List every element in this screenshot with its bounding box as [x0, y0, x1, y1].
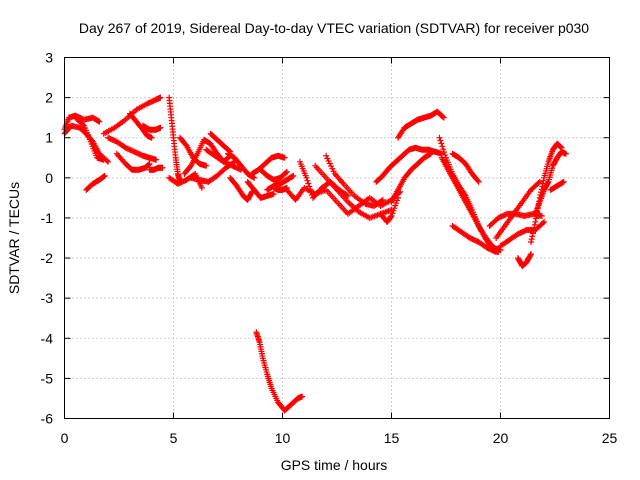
- data-point: [529, 230, 536, 237]
- x-tick-label: 15: [384, 430, 400, 446]
- x-tick-label: 25: [602, 430, 618, 446]
- data-point: [530, 227, 537, 234]
- y-tick-label: -6: [41, 411, 54, 427]
- data-point: [560, 178, 567, 185]
- data-point: [290, 172, 297, 179]
- data-point: [540, 177, 547, 184]
- data-point: [562, 150, 569, 157]
- data-point: [527, 252, 534, 259]
- data-point: [439, 113, 446, 120]
- y-tick-label: -5: [41, 370, 54, 386]
- data-point: [248, 190, 255, 197]
- data-point: [379, 196, 386, 203]
- data-point: [531, 224, 538, 231]
- data-point: [436, 134, 443, 141]
- data-point: [282, 169, 289, 176]
- data-point: [528, 236, 535, 243]
- data-point: [536, 178, 543, 185]
- data-point: [306, 183, 313, 190]
- data-point: [441, 149, 448, 156]
- data-point: [531, 221, 538, 228]
- grid: [64, 57, 610, 419]
- x-axis-label: GPS time / hours: [281, 457, 388, 473]
- data-point: [159, 164, 166, 171]
- data-point: [440, 114, 447, 121]
- data-point: [344, 192, 351, 199]
- data-point: [79, 121, 86, 128]
- data-point: [105, 158, 112, 165]
- data-point: [439, 143, 446, 150]
- data-point: [528, 239, 535, 246]
- data-point: [299, 393, 306, 400]
- data-point: [203, 162, 210, 169]
- data-point: [96, 118, 103, 125]
- data-point: [387, 213, 394, 220]
- y-tick-label: -4: [41, 330, 54, 346]
- data-point: [307, 186, 314, 193]
- data-point: [541, 218, 548, 225]
- y-tick-label: 2: [45, 90, 53, 106]
- data-point: [305, 180, 312, 187]
- y-axis-label: SDTVAR / TECUs: [6, 182, 22, 294]
- data-point: [270, 190, 277, 197]
- data-point: [308, 189, 315, 196]
- data-point: [198, 184, 205, 191]
- y-tick-label: -1: [41, 210, 54, 226]
- y-tick-label: -3: [41, 290, 54, 306]
- y-tick-label: 3: [45, 50, 53, 66]
- data-point: [157, 124, 164, 131]
- data-point: [539, 220, 546, 227]
- x-tick-label: 20: [493, 430, 509, 446]
- y-tick-label: -2: [41, 250, 54, 266]
- data-point: [157, 94, 164, 101]
- data-point: [533, 215, 540, 222]
- data-point: [442, 151, 449, 158]
- chart-title: Day 267 of 2019, Sidereal Day-to-day VTE…: [79, 20, 589, 36]
- data-point: [251, 174, 258, 181]
- data-point: [437, 137, 444, 144]
- data-point: [493, 249, 500, 256]
- data-points: [61, 94, 569, 414]
- data-point: [440, 146, 447, 153]
- data-point: [304, 177, 311, 184]
- data-point: [283, 168, 290, 175]
- plot-frame: [64, 57, 610, 419]
- data-point: [544, 179, 551, 186]
- y-tick-label: 0: [45, 170, 53, 186]
- data-point: [528, 251, 535, 258]
- data-point: [378, 197, 385, 204]
- data-point: [538, 212, 545, 219]
- data-point: [427, 150, 434, 157]
- data-point: [475, 178, 482, 185]
- data-point: [153, 156, 160, 163]
- x-tick-label: 5: [170, 430, 178, 446]
- data-point: [103, 157, 110, 164]
- data-point: [281, 154, 288, 161]
- data-point: [532, 218, 539, 225]
- data-point: [438, 140, 445, 147]
- data-point: [101, 172, 108, 179]
- data-point: [474, 177, 481, 184]
- y-tick-label: 1: [45, 130, 53, 146]
- data-point: [529, 233, 536, 240]
- x-tick-label: 10: [275, 430, 291, 446]
- data-point: [148, 134, 155, 141]
- data-point: [100, 156, 107, 163]
- x-tick-label: 0: [61, 430, 69, 446]
- data-point: [146, 160, 153, 167]
- data-point: [303, 174, 310, 181]
